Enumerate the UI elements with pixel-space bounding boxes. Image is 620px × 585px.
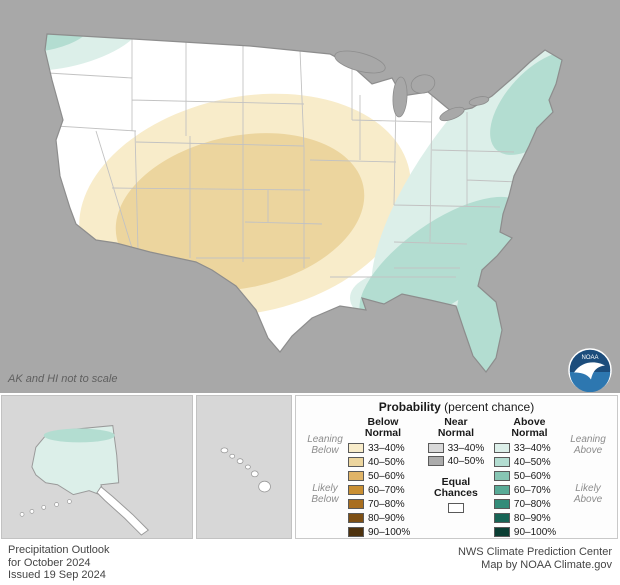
footer-line: for October 2024 — [8, 556, 91, 569]
legend-row-label: 50–60% — [513, 470, 551, 482]
alaska-inset-map — [19, 425, 150, 536]
probability-swatch — [493, 443, 510, 453]
legend-row: 33–40% — [427, 442, 485, 454]
footer-line: Map by NOAA Climate.gov — [481, 559, 612, 571]
legend-row: 70–80% — [347, 498, 418, 510]
hawaii-inset — [196, 395, 292, 539]
equal-chances-label: Equal Chances — [434, 476, 478, 499]
great-lakes — [334, 50, 490, 122]
legend-row-label: 33–40% — [513, 442, 551, 454]
probability-swatch — [493, 471, 510, 481]
above-normal-header: Above Normal — [511, 416, 548, 439]
legend-row: 40–50% — [347, 456, 418, 468]
footer-line: Issued 19 Sep 2024 — [8, 569, 106, 581]
footer-issuance-info: Precipitation Outlook for October 2024 I… — [8, 544, 110, 582]
footer-credit-info: NWS Climate Prediction Center Map by NOA… — [458, 546, 612, 572]
legend-row: 90–100% — [347, 526, 418, 538]
legend-row-label: 40–50% — [447, 455, 485, 467]
leaning-below-label: Leaning Below — [307, 434, 343, 456]
legend-title-bold: Probability — [378, 400, 441, 414]
noaa-logo: NOAA — [568, 348, 612, 392]
legend-row-label: 60–70% — [367, 484, 405, 496]
us-precipitation-map — [0, 0, 620, 393]
legend-row: 60–70% — [347, 484, 418, 496]
legend-row-label: 50–60% — [367, 470, 405, 482]
probability-swatch — [347, 443, 364, 453]
noaa-logo-text: NOAA — [581, 355, 598, 361]
aleutian-islands — [19, 499, 72, 517]
legend-row: 33–40% — [347, 442, 418, 454]
noaa-logo-lower-half — [569, 372, 611, 392]
legend-row-label: 33–40% — [447, 442, 485, 454]
footer: Precipitation Outlook for October 2024 I… — [0, 540, 620, 585]
equal-chances-swatch — [447, 503, 464, 513]
probability-swatch — [427, 443, 444, 453]
legend-row: 40–50% — [427, 455, 485, 467]
probability-swatch — [493, 457, 510, 467]
legend-row-label: 60–70% — [513, 484, 551, 496]
legend-row-label: 70–80% — [367, 498, 405, 510]
legend-row-label: 80–90% — [367, 512, 405, 524]
probability-swatch — [347, 485, 364, 495]
state-boundaries — [47, 34, 520, 278]
near-normal-header: Near Normal — [437, 416, 474, 439]
conus-map-area: AK and HI not to scale NOAA — [0, 0, 620, 393]
legend-row: 90–100% — [493, 526, 565, 538]
below-side-labels: Leaning Below Likely Below — [302, 417, 348, 533]
legend-row-label: 90–100% — [367, 526, 411, 538]
footer-line: NWS Climate Prediction Center — [457, 546, 612, 558]
probability-swatch — [347, 471, 364, 481]
legend-row-label: 90–100% — [513, 526, 557, 538]
legend-row: 50–60% — [347, 470, 418, 482]
scale-note: AK and HI not to scale — [8, 373, 118, 385]
legend-row: 50–60% — [493, 470, 565, 482]
likely-above-label: Likely Above — [573, 483, 603, 505]
hawaii-inset-map — [220, 447, 271, 493]
probability-swatch — [347, 499, 364, 509]
legend-title: Probability (percent chance) — [302, 400, 611, 414]
probability-swatch — [493, 499, 510, 509]
below-normal-40-50-region — [115, 133, 365, 291]
probability-swatch — [493, 513, 510, 523]
probability-swatch — [347, 527, 364, 537]
legend-row-label: 80–90% — [513, 512, 551, 524]
legend-row-label: 33–40% — [367, 442, 405, 454]
alaska-inset — [1, 395, 193, 539]
probability-swatch — [493, 527, 510, 537]
above-normal-40-50-pacific-nw-region — [45, 34, 90, 52]
legend-above-normal-group: Above Normal 33–40% 40–50% 50–60% 60–70%… — [493, 416, 611, 539]
alaska-above-normal-region — [43, 428, 115, 443]
below-normal-header: Below Normal — [364, 416, 402, 439]
legend-row: 40–50% — [493, 456, 565, 468]
legend-below-normal-group: Leaning Below Likely Below Below Normal … — [302, 417, 418, 539]
noaa-logo-bird-icon — [574, 362, 605, 380]
likely-below-label: Likely Below — [311, 483, 339, 505]
legend-row: 60–70% — [493, 484, 565, 496]
legend-row: 80–90% — [493, 512, 565, 524]
probability-swatch — [347, 513, 364, 523]
probability-swatch — [427, 456, 444, 466]
alaska-panhandle — [96, 485, 150, 536]
hawaiian-islands — [220, 447, 271, 493]
probability-swatch — [347, 457, 364, 467]
legend-title-rest: (percent chance) — [440, 400, 535, 414]
legend-row: 80–90% — [347, 512, 418, 524]
probability-swatch — [493, 485, 510, 495]
leaning-above-label: Leaning Above — [570, 434, 606, 456]
above-normal-40-50-northeast-region — [490, 51, 562, 155]
legend-row-label: 40–50% — [367, 456, 405, 468]
probability-legend: Probability (percent chance) Leaning Bel… — [295, 395, 618, 539]
legend-near-normal-group: Near Normal 33–40% 40–50% Equal Chances — [418, 417, 494, 513]
above-side-labels: Leaning Above Likely Above — [565, 417, 611, 533]
legend-row-label: 70–80% — [513, 498, 551, 510]
legend-row: 33–40% — [493, 442, 565, 454]
legend-row: 70–80% — [493, 498, 565, 510]
footer-line: Precipitation Outlook — [8, 544, 110, 556]
legend-row-label: 40–50% — [513, 456, 551, 468]
